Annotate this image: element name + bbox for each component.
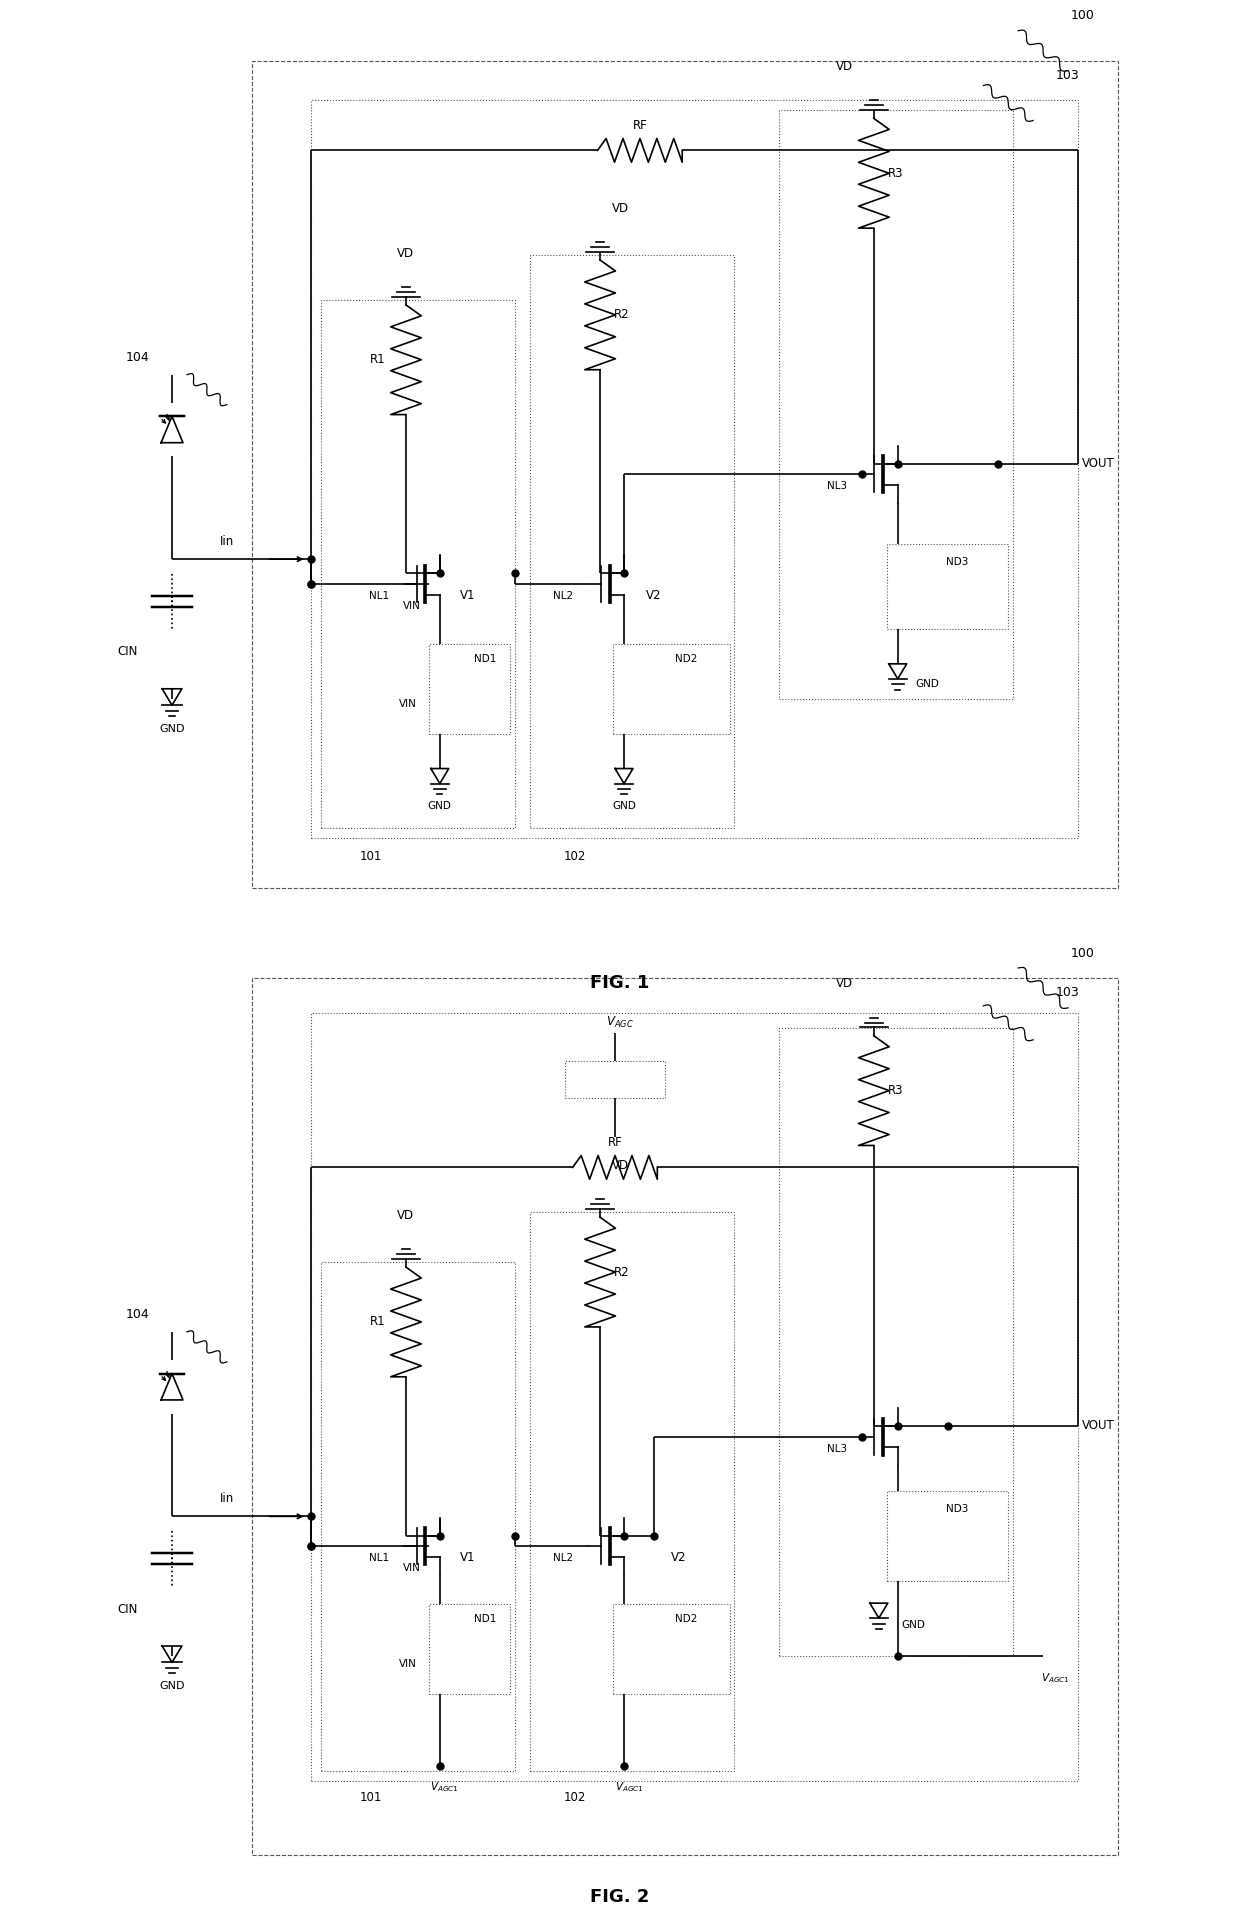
Text: VIN: VIN	[403, 600, 422, 612]
Text: $V_{AGC1}$: $V_{AGC1}$	[430, 1780, 459, 1795]
Text: 102: 102	[564, 1791, 587, 1805]
Text: Iin: Iin	[219, 535, 234, 549]
Text: FIG. 1: FIG. 1	[590, 974, 650, 992]
Text: VOUT: VOUT	[1081, 1419, 1115, 1433]
Text: ND3: ND3	[946, 1504, 968, 1515]
Text: 104: 104	[125, 1308, 149, 1322]
Text: NL2: NL2	[553, 591, 573, 600]
Text: VIN: VIN	[399, 1659, 417, 1669]
Text: ND2: ND2	[675, 654, 697, 664]
Bar	[321, 1262, 516, 1770]
Text: GND: GND	[428, 802, 451, 811]
Text: CIN: CIN	[117, 1603, 138, 1615]
Bar	[531, 1212, 734, 1770]
Bar	[429, 644, 511, 735]
Bar	[429, 1603, 511, 1694]
Text: R2: R2	[614, 309, 630, 322]
Text: R1: R1	[371, 353, 386, 366]
Bar	[779, 111, 1013, 698]
Text: 102: 102	[564, 850, 587, 863]
Text: V1: V1	[460, 589, 475, 602]
Bar	[779, 1028, 1013, 1655]
Bar	[565, 1061, 665, 1097]
Text: GND: GND	[159, 723, 185, 735]
Text: V1: V1	[460, 1552, 475, 1563]
Text: VD: VD	[397, 1208, 414, 1222]
Text: 100: 100	[1071, 946, 1095, 959]
Text: Iin: Iin	[219, 1492, 234, 1506]
Text: $V_{AGC}$: $V_{AGC}$	[606, 1015, 634, 1030]
Text: FIG. 2: FIG. 2	[590, 1889, 650, 1906]
Text: NL1: NL1	[370, 1554, 389, 1563]
Text: NL2: NL2	[553, 1554, 573, 1563]
Text: NL3: NL3	[827, 1444, 847, 1454]
Text: VIN: VIN	[399, 698, 417, 710]
Text: VD: VD	[611, 201, 629, 215]
Bar	[887, 1492, 1008, 1580]
Text: VD: VD	[836, 978, 853, 990]
Text: VD: VD	[611, 1158, 629, 1172]
Text: V2: V2	[646, 589, 662, 602]
Text: GND: GND	[915, 679, 940, 689]
Text: GND: GND	[613, 802, 636, 811]
Bar	[887, 545, 1008, 629]
Text: $V_{AGC1}$: $V_{AGC1}$	[615, 1780, 644, 1795]
Bar	[531, 255, 734, 829]
Text: NL1: NL1	[370, 591, 389, 600]
Text: 100: 100	[1071, 10, 1095, 23]
Text: ND1: ND1	[474, 654, 496, 664]
Bar	[252, 61, 1117, 888]
Bar	[321, 299, 516, 829]
Bar	[252, 978, 1117, 1855]
Text: ND3: ND3	[946, 556, 968, 568]
Text: ND1: ND1	[474, 1615, 496, 1625]
Text: R3: R3	[888, 1084, 904, 1097]
Text: R2: R2	[614, 1266, 630, 1279]
Text: VD: VD	[836, 59, 853, 73]
Text: V2: V2	[671, 1552, 687, 1563]
Bar	[614, 1603, 729, 1694]
Text: NL3: NL3	[827, 481, 847, 491]
Text: 101: 101	[360, 850, 382, 863]
Text: 103: 103	[1056, 69, 1080, 82]
Text: GND: GND	[901, 1621, 925, 1630]
Text: VD: VD	[397, 247, 414, 259]
Bar	[311, 100, 1078, 838]
Text: RF: RF	[632, 119, 647, 132]
Bar	[311, 1013, 1078, 1780]
Text: 101: 101	[360, 1791, 382, 1805]
Text: RF: RF	[608, 1135, 622, 1149]
Text: $V_{AGC1}$: $V_{AGC1}$	[1040, 1671, 1069, 1684]
Text: VIN: VIN	[403, 1563, 422, 1573]
Text: R1: R1	[371, 1316, 386, 1329]
Text: CIN: CIN	[117, 644, 138, 658]
Text: 103: 103	[1056, 986, 1080, 999]
Text: 104: 104	[125, 351, 149, 364]
Bar	[614, 644, 729, 735]
Text: GND: GND	[159, 1680, 185, 1692]
Text: ND2: ND2	[675, 1615, 697, 1625]
Text: R3: R3	[888, 167, 904, 180]
Text: VOUT: VOUT	[1081, 456, 1115, 470]
